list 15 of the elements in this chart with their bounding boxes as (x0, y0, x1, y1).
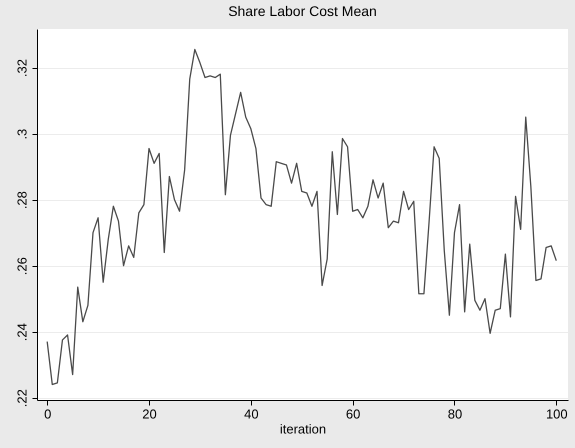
x-tick-label: 80 (448, 406, 462, 422)
y-tick-label: .24 (14, 323, 30, 342)
x-tick-label: 20 (142, 406, 157, 422)
y-tick-label: .32 (14, 59, 30, 78)
y-tick-label: .22 (14, 389, 30, 408)
y-tick-label: .28 (14, 191, 30, 210)
x-axis-title: iteration (280, 422, 326, 436)
y-tick-label: .3 (14, 128, 30, 140)
line-series (46, 48, 557, 386)
x-tick-label: 40 (244, 406, 259, 422)
chart-title: Share Labor Cost Mean (228, 3, 377, 19)
x-tick-label: 60 (346, 406, 360, 422)
x-tick-label: 100 (546, 406, 568, 422)
x-tick-label: 0 (44, 406, 52, 422)
y-tick-label: .26 (14, 257, 30, 276)
